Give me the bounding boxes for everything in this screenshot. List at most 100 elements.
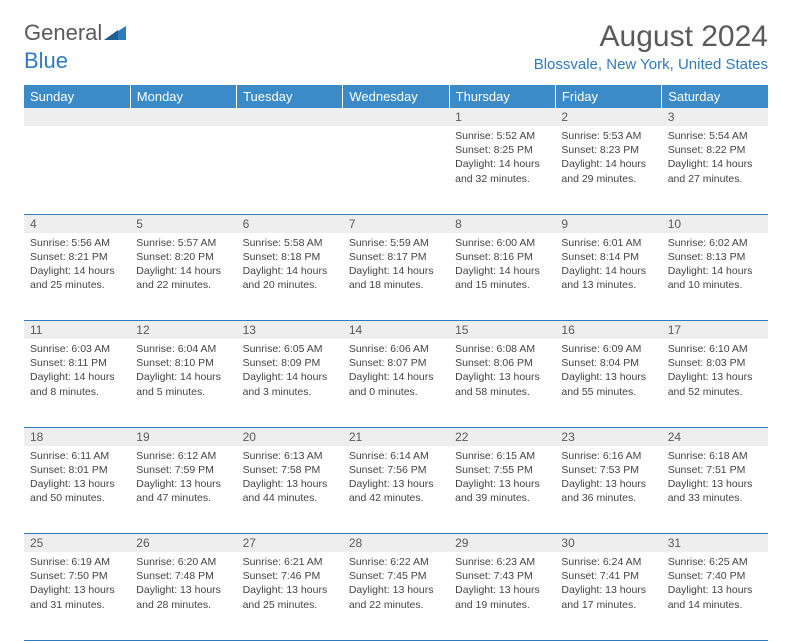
day-cell: Sunrise: 6:08 AMSunset: 8:06 PMDaylight:… [449,339,555,427]
day-detail: Sunrise: 6:20 AMSunset: 7:48 PMDaylight:… [130,552,236,616]
day-cell: Sunrise: 6:10 AMSunset: 8:03 PMDaylight:… [662,339,768,427]
day-number: 2 [555,108,661,126]
day-number: 20 [237,428,343,446]
day-cell: Sunrise: 6:06 AMSunset: 8:07 PMDaylight:… [343,339,449,427]
day-detail: Sunrise: 6:01 AMSunset: 8:14 PMDaylight:… [555,233,661,297]
day-number: 31 [662,534,768,552]
dow-header-row: SundayMondayTuesdayWednesdayThursdayFrid… [24,85,768,108]
daynum-row: 18192021222324 [24,427,768,446]
day-detail: Sunrise: 5:57 AMSunset: 8:20 PMDaylight:… [130,233,236,297]
day-number: 21 [343,428,449,446]
logo-word1: General [24,20,102,46]
dow-header: Wednesday [343,85,449,108]
day-cell: Sunrise: 6:04 AMSunset: 8:10 PMDaylight:… [130,339,236,427]
day-cell: Sunrise: 6:19 AMSunset: 7:50 PMDaylight:… [24,552,130,640]
dow-header: Tuesday [237,85,343,108]
day-cell: Sunrise: 5:57 AMSunset: 8:20 PMDaylight:… [130,233,236,321]
day-detail: Sunrise: 6:24 AMSunset: 7:41 PMDaylight:… [555,552,661,616]
day-number: 12 [130,321,236,339]
day-cell: Sunrise: 6:15 AMSunset: 7:55 PMDaylight:… [449,446,555,534]
daynum-row: 11121314151617 [24,321,768,340]
day-number: 10 [662,215,768,233]
day-number: 18 [24,428,130,446]
day-cell: Sunrise: 6:00 AMSunset: 8:16 PMDaylight:… [449,233,555,321]
day-detail: Sunrise: 6:25 AMSunset: 7:40 PMDaylight:… [662,552,768,616]
day-number: 4 [24,215,130,233]
day-number: 8 [449,215,555,233]
day-cell: Sunrise: 6:20 AMSunset: 7:48 PMDaylight:… [130,552,236,640]
dow-header: Thursday [449,85,555,108]
day-detail: Sunrise: 6:08 AMSunset: 8:06 PMDaylight:… [449,339,555,403]
day-cell: Sunrise: 6:12 AMSunset: 7:59 PMDaylight:… [130,446,236,534]
day-detail: Sunrise: 6:15 AMSunset: 7:55 PMDaylight:… [449,446,555,510]
day-detail: Sunrise: 6:11 AMSunset: 8:01 PMDaylight:… [24,446,130,510]
day-number: 15 [449,321,555,339]
day-number: 28 [343,534,449,552]
day-number: 29 [449,534,555,552]
day-number: 19 [130,428,236,446]
logo-word2: Blue [24,48,68,74]
day-detail: Sunrise: 6:22 AMSunset: 7:45 PMDaylight:… [343,552,449,616]
day-number: 16 [555,321,661,339]
daynum-row: 25262728293031 [24,534,768,553]
week-row: Sunrise: 6:11 AMSunset: 8:01 PMDaylight:… [24,446,768,534]
day-number: 5 [130,215,236,233]
day-cell: Sunrise: 6:03 AMSunset: 8:11 PMDaylight:… [24,339,130,427]
day-cell [24,126,130,214]
day-cell: Sunrise: 6:09 AMSunset: 8:04 PMDaylight:… [555,339,661,427]
day-cell [130,126,236,214]
week-row: Sunrise: 5:56 AMSunset: 8:21 PMDaylight:… [24,233,768,321]
day-cell: Sunrise: 6:22 AMSunset: 7:45 PMDaylight:… [343,552,449,640]
day-detail: Sunrise: 6:19 AMSunset: 7:50 PMDaylight:… [24,552,130,616]
day-detail: Sunrise: 5:56 AMSunset: 8:21 PMDaylight:… [24,233,130,297]
day-detail: Sunrise: 6:06 AMSunset: 8:07 PMDaylight:… [343,339,449,403]
day-number: 14 [343,321,449,339]
day-number: 11 [24,321,130,339]
day-cell: Sunrise: 6:24 AMSunset: 7:41 PMDaylight:… [555,552,661,640]
day-cell: Sunrise: 6:13 AMSunset: 7:58 PMDaylight:… [237,446,343,534]
day-number: 24 [662,428,768,446]
logo-triangle-icon [104,20,126,46]
day-detail: Sunrise: 6:12 AMSunset: 7:59 PMDaylight:… [130,446,236,510]
day-cell: Sunrise: 6:21 AMSunset: 7:46 PMDaylight:… [237,552,343,640]
week-row: Sunrise: 5:52 AMSunset: 8:25 PMDaylight:… [24,126,768,214]
day-detail: Sunrise: 6:00 AMSunset: 8:16 PMDaylight:… [449,233,555,297]
day-cell: Sunrise: 5:58 AMSunset: 8:18 PMDaylight:… [237,233,343,321]
day-detail: Sunrise: 6:04 AMSunset: 8:10 PMDaylight:… [130,339,236,403]
day-number-empty [237,108,343,126]
day-cell [237,126,343,214]
month-title: August 2024 [534,20,768,54]
day-number-empty [343,108,449,126]
day-cell: Sunrise: 5:54 AMSunset: 8:22 PMDaylight:… [662,126,768,214]
day-detail: Sunrise: 5:53 AMSunset: 8:23 PMDaylight:… [555,126,661,190]
day-cell: Sunrise: 5:56 AMSunset: 8:21 PMDaylight:… [24,233,130,321]
day-cell: Sunrise: 6:25 AMSunset: 7:40 PMDaylight:… [662,552,768,640]
day-number: 9 [555,215,661,233]
week-row: Sunrise: 6:03 AMSunset: 8:11 PMDaylight:… [24,339,768,427]
day-detail: Sunrise: 5:52 AMSunset: 8:25 PMDaylight:… [449,126,555,190]
day-cell: Sunrise: 6:11 AMSunset: 8:01 PMDaylight:… [24,446,130,534]
day-detail: Sunrise: 6:18 AMSunset: 7:51 PMDaylight:… [662,446,768,510]
day-cell: Sunrise: 6:05 AMSunset: 8:09 PMDaylight:… [237,339,343,427]
day-cell: Sunrise: 6:01 AMSunset: 8:14 PMDaylight:… [555,233,661,321]
logo: General [24,20,128,46]
day-cell: Sunrise: 5:52 AMSunset: 8:25 PMDaylight:… [449,126,555,214]
day-number: 23 [555,428,661,446]
day-number: 26 [130,534,236,552]
day-detail: Sunrise: 5:59 AMSunset: 8:17 PMDaylight:… [343,233,449,297]
day-detail: Sunrise: 6:03 AMSunset: 8:11 PMDaylight:… [24,339,130,403]
day-cell: Sunrise: 5:53 AMSunset: 8:23 PMDaylight:… [555,126,661,214]
day-detail: Sunrise: 6:09 AMSunset: 8:04 PMDaylight:… [555,339,661,403]
day-number: 13 [237,321,343,339]
day-detail: Sunrise: 6:05 AMSunset: 8:09 PMDaylight:… [237,339,343,403]
day-number-empty [24,108,130,126]
day-number: 27 [237,534,343,552]
day-detail: Sunrise: 5:54 AMSunset: 8:22 PMDaylight:… [662,126,768,190]
day-detail: Sunrise: 5:58 AMSunset: 8:18 PMDaylight:… [237,233,343,297]
day-number: 6 [237,215,343,233]
day-number: 1 [449,108,555,126]
day-cell: Sunrise: 6:18 AMSunset: 7:51 PMDaylight:… [662,446,768,534]
day-cell [343,126,449,214]
day-detail: Sunrise: 6:23 AMSunset: 7:43 PMDaylight:… [449,552,555,616]
day-number: 7 [343,215,449,233]
